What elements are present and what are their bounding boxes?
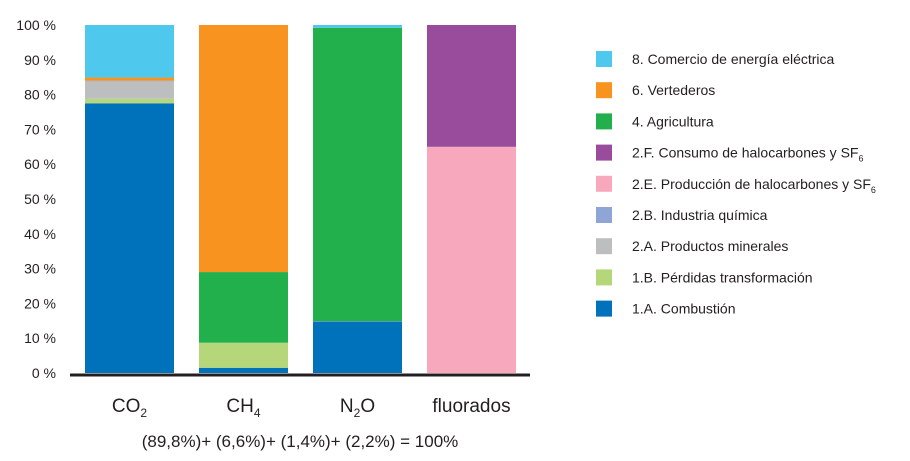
bar-segment [199, 25, 288, 273]
x-tick-label: CO2 [112, 396, 148, 420]
bar-segment [313, 321, 402, 322]
legend-swatch [596, 113, 612, 130]
y-tick-label: 90 % [24, 52, 56, 68]
legend-label: 4. Agricultura [632, 113, 714, 129]
legend-swatch [596, 51, 612, 67]
legend-swatch [596, 300, 612, 317]
legend-swatch [596, 238, 612, 255]
bar-segment [85, 103, 174, 374]
y-tick-label: 60 % [24, 156, 56, 172]
bar-segment [85, 25, 174, 78]
legend-label: 6. Vertederos [632, 82, 715, 98]
legend-label: 2.E. Producción de halocarbones y SF6 [632, 176, 876, 195]
y-tick-label: 10 % [24, 330, 56, 346]
y-tick-label: 50 % [24, 191, 56, 207]
bar-segment [427, 146, 516, 373]
footnote-annotation: (89,8%)+ (6,6%)+ (1,4%)+ (2,2%) = 100% [142, 432, 459, 451]
legend-swatch [596, 175, 612, 192]
bar-segment [313, 25, 402, 28]
y-tick-label: 0 % [32, 365, 56, 381]
y-tick-label: 100 % [16, 17, 56, 33]
bar-segment [199, 342, 288, 368]
y-tick-label: 30 % [24, 261, 56, 277]
bar-segment [313, 27, 402, 322]
legend-swatch [596, 82, 612, 99]
y-tick-label: 70 % [24, 121, 56, 137]
x-axis-labels: CO2 CH4 N2O fluorados [112, 396, 511, 420]
legend: 8. Comercio de energía eléctrica 6. Verte… [596, 51, 876, 317]
x-tick-label: N2O [340, 396, 375, 420]
bar-segment [199, 272, 288, 343]
x-tick-label: CH4 [226, 396, 260, 420]
legend-label: 1.A. Combustión [632, 301, 736, 317]
bar-segment [313, 321, 402, 373]
legend-label: 8. Comercio de energía eléctrica [632, 51, 835, 67]
bars [85, 25, 516, 374]
bar-segment [85, 77, 174, 81]
y-tick-label: 40 % [24, 226, 56, 242]
y-tick-label: 80 % [24, 87, 56, 103]
legend-swatch [596, 144, 612, 161]
bar-segment [427, 25, 516, 147]
bar-segment [85, 81, 174, 99]
legend-label: 1.B. Pérdidas transformación [632, 269, 813, 285]
legend-swatch [596, 207, 612, 223]
y-tick-label: 20 % [24, 295, 56, 311]
x-tick-label: fluorados [432, 396, 510, 417]
legend-label: 2.A. Productos minerales [632, 238, 788, 254]
bar-segment [85, 98, 174, 104]
bar-segment [85, 80, 174, 82]
legend-label: 2.F. Consumo de halocarbones y SF6 [632, 145, 863, 164]
y-axis: 0 % 10 % 20 % 30 % 40 % 50 % 60 % 70 % 80 % 90 % 1… [16, 17, 56, 381]
bar-segment [199, 367, 288, 373]
legend-swatch [596, 269, 612, 286]
legend-label: 2.B. Industria química [632, 207, 768, 223]
